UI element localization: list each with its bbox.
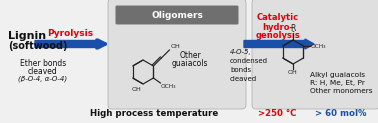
Text: 4-O-5,: 4-O-5,: [230, 49, 252, 55]
Text: Alkyl guaiacols: Alkyl guaiacols: [310, 72, 365, 78]
Text: OH: OH: [131, 87, 141, 92]
Text: >250 °C: >250 °C: [258, 109, 296, 118]
FancyBboxPatch shape: [116, 6, 239, 24]
Text: bonds: bonds: [230, 67, 251, 73]
Text: Catalytic: Catalytic: [257, 14, 299, 23]
FancyBboxPatch shape: [252, 0, 378, 109]
Text: > 60 mol%: > 60 mol%: [315, 109, 367, 118]
Text: Other: Other: [179, 51, 201, 60]
Text: Pyrolysis: Pyrolysis: [47, 30, 93, 38]
FancyArrow shape: [35, 39, 105, 49]
Text: R: H, Me, Et, Pr: R: H, Me, Et, Pr: [310, 80, 365, 86]
Text: condensed: condensed: [230, 58, 268, 64]
Text: OCH₃: OCH₃: [160, 84, 176, 89]
Text: High process temperature: High process temperature: [90, 109, 221, 118]
Text: cleaved: cleaved: [230, 76, 257, 82]
Text: OH: OH: [288, 70, 298, 75]
Text: OCH₃: OCH₃: [310, 44, 326, 48]
Text: hydro-: hydro-: [262, 23, 294, 31]
Text: Oligomers: Oligomers: [151, 11, 203, 21]
Text: Other monomers: Other monomers: [310, 88, 372, 94]
FancyBboxPatch shape: [108, 0, 246, 109]
Text: cleaved: cleaved: [28, 67, 58, 76]
Text: (β-O-4, α-O-4): (β-O-4, α-O-4): [19, 76, 68, 82]
Text: Lignin: Lignin: [8, 31, 46, 41]
FancyArrow shape: [244, 39, 314, 49]
Text: OH: OH: [170, 44, 180, 49]
Text: R: R: [290, 24, 296, 33]
Text: Ether bonds: Ether bonds: [20, 59, 66, 68]
Text: (softwood): (softwood): [8, 41, 68, 51]
Text: guaiacols: guaiacols: [172, 59, 208, 68]
Text: genolysis: genolysis: [256, 31, 301, 40]
